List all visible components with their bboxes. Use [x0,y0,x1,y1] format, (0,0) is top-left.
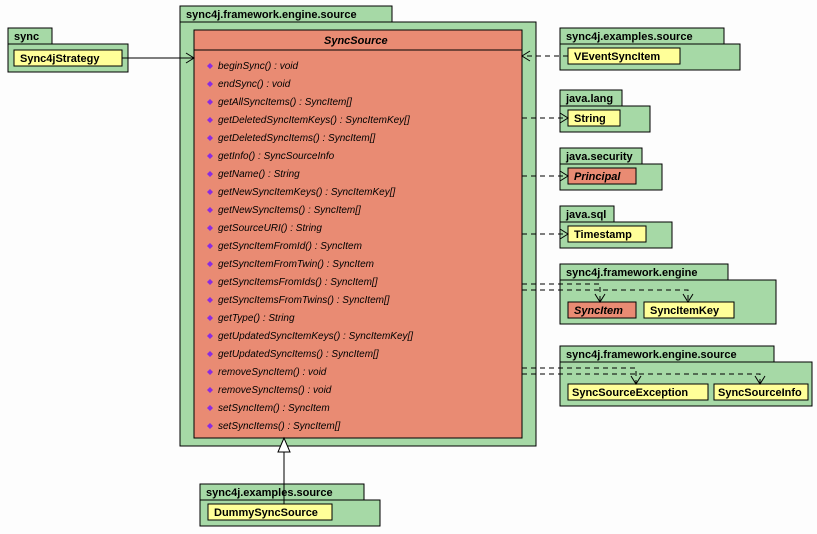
svg-text:getSyncItemFromId() : SyncItem: getSyncItemFromId() : SyncItem [218,241,362,252]
method-row: getSyncItemsFromIds() : SyncItem[] [207,277,378,288]
pkg-main: sync4j.framework.engine.source SyncSourc… [180,6,536,446]
svg-text:sync4j.framework.engine.source: sync4j.framework.engine.source [566,349,737,361]
svg-text:getAllSyncItems() : SyncItem[]: getAllSyncItems() : SyncItem[] [218,97,352,108]
svg-text:getType() : String: getType() : String [218,313,295,324]
pkg-java-lang: java.lang String [560,90,650,132]
method-row: setSyncItems() : SyncItem[] [207,421,340,432]
method-row: removeSyncItems() : void [207,385,332,396]
method-row: getSyncItemFromTwin() : SyncItem [207,259,374,270]
svg-text:getName() : String: getName() : String [218,169,300,180]
method-row: getAllSyncItems() : SyncItem[] [207,97,352,108]
svg-text:sync4j.examples.source: sync4j.examples.source [206,487,333,499]
svg-text:java.sql: java.sql [565,209,606,221]
svg-text:getSyncItemsFromTwins() : Sync: getSyncItemsFromTwins() : SyncItem[] [218,295,390,306]
pkg-sync: sync Sync4jStrategy [8,28,128,72]
pkg-sync-label: sync [14,31,39,43]
svg-text:String: String [574,113,606,125]
svg-text:SyncSourceException: SyncSourceException [572,387,688,399]
svg-text:beginSync() : void: beginSync() : void [218,61,298,72]
svg-text:DummySyncSource: DummySyncSource [214,507,318,519]
svg-text:getInfo() : SyncSourceInfo: getInfo() : SyncSourceInfo [218,151,335,162]
method-row: getName() : String [207,169,300,180]
class-syncsource: SyncSource beginSync() : void endSync() … [194,30,522,438]
svg-text:setSyncItem() : SyncItem: setSyncItem() : SyncItem [218,403,330,414]
method-row: endSync() : void [207,79,291,90]
class-sync4jstrategy-label: Sync4jStrategy [20,53,100,65]
svg-text:endSync() : void: endSync() : void [218,79,291,90]
pkg-main-label: sync4j.framework.engine.source [186,9,357,21]
pkg-java-sql: java.sql Timestamp [560,206,672,248]
svg-text:getSyncItemFromTwin() : SyncIt: getSyncItemFromTwin() : SyncItem [218,259,374,270]
method-row: getSyncItemFromId() : SyncItem [207,241,362,252]
svg-text:sync4j.framework.engine: sync4j.framework.engine [566,267,697,279]
method-row: getUpdatedSyncItems() : SyncItem[] [207,349,379,360]
svg-text:getSyncItemsFromIds() : SyncIt: getSyncItemsFromIds() : SyncItem[] [218,277,378,288]
method-row: getSyncItemsFromTwins() : SyncItem[] [207,295,390,306]
svg-text:getDeletedSyncItems() : SyncIt: getDeletedSyncItems() : SyncItem[] [218,133,376,144]
method-row: getUpdatedSyncItemKeys() : SyncItemKey[] [207,331,413,342]
svg-text:removeSyncItems() : void: removeSyncItems() : void [218,385,332,396]
svg-text:VEventSyncItem: VEventSyncItem [574,51,660,63]
method-row: beginSync() : void [207,61,298,72]
method-row: getNewSyncItemKeys() : SyncItemKey[] [207,187,396,198]
svg-text:getNewSyncItems() : SyncItem[]: getNewSyncItems() : SyncItem[] [218,205,361,216]
svg-text:SyncItemKey: SyncItemKey [650,305,720,317]
svg-text:java.lang: java.lang [565,93,613,105]
pkg-examples-source-1: sync4j.examples.source VEventSyncItem [560,28,740,70]
svg-text:getUpdatedSyncItems() : SyncIt: getUpdatedSyncItems() : SyncItem[] [218,349,379,360]
method-row: getDeletedSyncItemKeys() : SyncItemKey[] [207,115,410,126]
method-row: getNewSyncItems() : SyncItem[] [207,205,361,216]
svg-text:getNewSyncItemKeys() : SyncIte: getNewSyncItemKeys() : SyncItemKey[] [218,187,396,198]
svg-text:Principal: Principal [574,171,621,183]
method-row: getDeletedSyncItems() : SyncItem[] [207,133,376,144]
pkg-framework-engine: sync4j.framework.engine SyncItem SyncIte… [560,264,776,324]
svg-text:SyncItem: SyncItem [574,305,623,317]
pkg-java-security: java.security Principal [560,148,662,190]
method-row: getInfo() : SyncSourceInfo [207,151,335,162]
svg-text:setSyncItems() : SyncItem[]: setSyncItems() : SyncItem[] [218,421,340,432]
method-row: getSourceURI() : String [207,223,322,234]
uml-diagram: sync Sync4jStrategy sync4j.framework.eng… [0,0,817,534]
svg-text:sync4j.examples.source: sync4j.examples.source [566,31,693,43]
method-row: getType() : String [207,313,295,324]
method-row: removeSyncItem() : void [207,367,327,378]
pkg-framework-engine-source-2: sync4j.framework.engine.source SyncSourc… [560,346,812,406]
svg-text:Timestamp: Timestamp [574,229,632,241]
class-syncsource-label: SyncSource [324,35,388,47]
svg-text:getSourceURI() : String: getSourceURI() : String [218,223,322,234]
method-row: setSyncItem() : SyncItem [207,403,330,414]
pkg-examples-source-2: sync4j.examples.source DummySyncSource [200,484,380,526]
svg-text:SyncSourceInfo: SyncSourceInfo [718,387,802,399]
svg-text:removeSyncItem() : void: removeSyncItem() : void [218,367,327,378]
svg-text:getUpdatedSyncItemKeys() : Syn: getUpdatedSyncItemKeys() : SyncItemKey[] [218,331,413,342]
svg-text:java.security: java.security [565,151,634,163]
svg-text:getDeletedSyncItemKeys() : Syn: getDeletedSyncItemKeys() : SyncItemKey[] [218,115,410,126]
